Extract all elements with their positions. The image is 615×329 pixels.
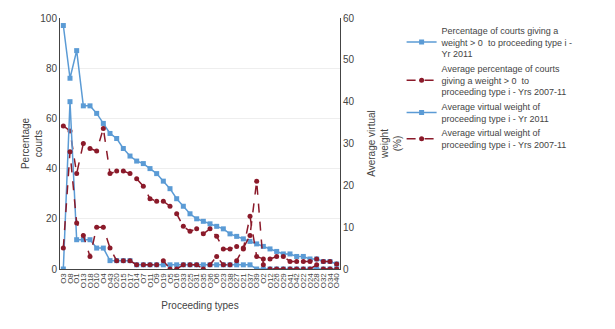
svg-text:Percentagecourts: Percentagecourts [20,117,44,169]
svg-text:O14: O14 [132,273,141,289]
svg-text:O28: O28 [312,273,321,289]
svg-text:O29: O29 [279,273,288,289]
svg-text:O22: O22 [299,273,308,289]
svg-text:O16: O16 [172,273,181,289]
svg-text:O27: O27 [232,273,241,289]
svg-text:50: 50 [343,54,355,65]
svg-text:O34: O34 [326,273,335,289]
svg-text:Proceeding types: Proceeding types [161,300,238,311]
svg-text:O43: O43 [106,273,115,289]
svg-text:O26: O26 [272,273,281,289]
svg-text:O11: O11 [146,273,155,288]
svg-text:Percentage of courts giving aw: Percentage of courts giving aweight > 0 … [441,26,572,59]
svg-text:O3: O3 [59,273,68,284]
svg-text:O19: O19 [159,273,168,289]
svg-text:O8: O8 [66,273,75,284]
svg-text:O1: O1 [72,273,81,284]
svg-text:O40: O40 [332,273,341,289]
svg-text:O23: O23 [219,273,228,289]
svg-text:O10: O10 [92,273,101,289]
svg-text:O7: O7 [139,273,148,284]
svg-text:O4: O4 [99,273,108,284]
svg-text:60: 60 [46,113,58,124]
svg-text:O9: O9 [152,273,161,284]
svg-text:O38: O38 [226,273,235,289]
svg-text:30: 30 [343,138,355,149]
svg-text:20: 20 [46,213,58,224]
svg-text:O21: O21 [239,273,248,289]
svg-text:O12: O12 [266,273,275,289]
svg-text:40: 40 [46,163,58,174]
svg-text:O33: O33 [179,273,188,289]
svg-text:O31: O31 [192,273,201,289]
svg-text:60: 60 [343,13,355,24]
svg-text:O6: O6 [212,273,221,284]
svg-text:Average virtual weight ofproce: Average virtual weight ofproceeding type… [442,102,549,124]
svg-text:80: 80 [46,63,58,74]
svg-text:O39: O39 [252,273,261,289]
svg-text:20: 20 [343,180,355,191]
svg-text:O24: O24 [306,273,315,289]
svg-text:O5: O5 [166,273,175,284]
svg-text:O37: O37 [246,273,255,289]
svg-text:O25: O25 [186,273,195,289]
svg-text:O41: O41 [286,273,295,289]
svg-text:O2: O2 [259,273,268,284]
svg-text:O17: O17 [126,273,135,289]
svg-text:10: 10 [343,222,355,233]
svg-text:40: 40 [343,96,355,107]
svg-text:0: 0 [343,264,349,275]
svg-text:O35: O35 [199,273,208,289]
svg-text:Average virtualweight(%): Average virtualweight(%) [366,110,403,177]
svg-text:O20: O20 [112,273,121,289]
svg-text:O13: O13 [79,273,88,289]
svg-text:Average percentage of courtsgi: Average percentage of courtsgiving a wei… [442,64,567,97]
svg-text:Average virtual weight ofproce: Average virtual weight ofproceeding type… [442,128,567,150]
svg-text:O15: O15 [119,273,128,289]
svg-text:O36: O36 [206,273,215,289]
svg-text:0: 0 [51,264,57,275]
svg-text:O32: O32 [319,273,328,289]
svg-text:100: 100 [40,13,57,24]
svg-text:O42: O42 [292,273,301,289]
svg-text:O18: O18 [86,273,95,289]
